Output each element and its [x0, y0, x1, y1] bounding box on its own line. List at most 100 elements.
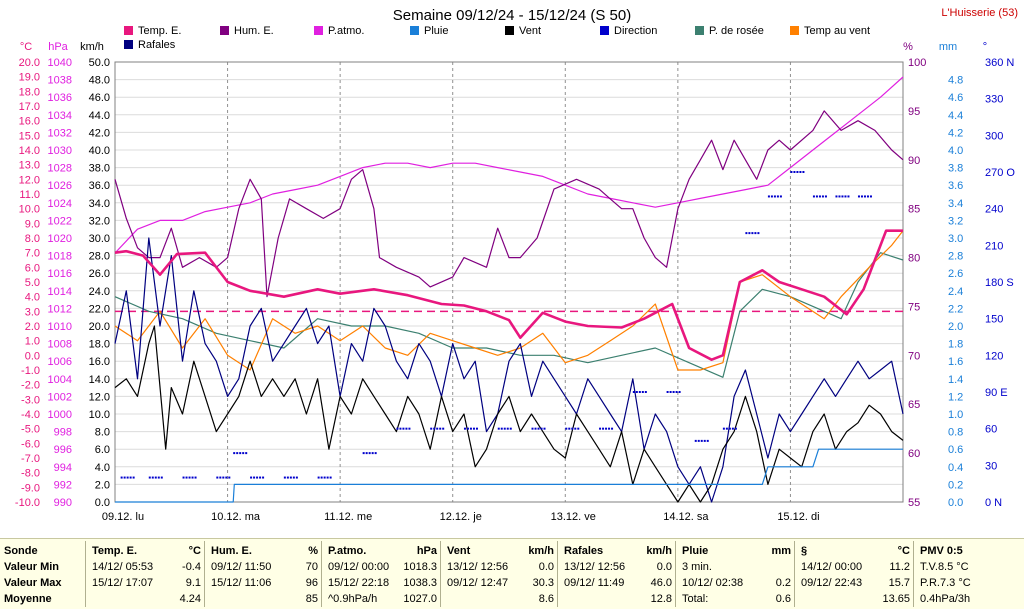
direction-point	[815, 195, 818, 198]
direction-point	[599, 427, 602, 430]
direction-point	[641, 391, 644, 393]
direction-point	[233, 452, 236, 455]
legend-label: Temp au vent	[804, 25, 870, 37]
axis-tick: 120	[985, 350, 1003, 362]
direction-point	[399, 427, 402, 430]
axis-tick: 1.6	[948, 356, 963, 368]
direction-point	[185, 476, 188, 479]
axis-tick: 50.0	[89, 57, 110, 69]
axis-tick: 20.0	[19, 57, 40, 69]
stat-value: 1027.0	[403, 593, 437, 605]
axis-tick: 1034	[48, 110, 72, 122]
direction-point	[543, 427, 546, 430]
axis-tick: 1018	[48, 251, 72, 263]
stat-date: 3 min.	[682, 561, 712, 573]
direction-point	[317, 476, 320, 479]
stat-date: 09/12/ 22:43	[801, 577, 863, 589]
axis-tick: 1000	[48, 409, 72, 421]
axis-tick: 8.0	[25, 233, 40, 245]
axis-tick: -3.0	[21, 394, 40, 406]
axis-tick: 48.0	[89, 75, 110, 87]
direction-point	[734, 427, 737, 430]
direction-point	[239, 452, 242, 455]
direction-point	[571, 427, 574, 430]
axis-tick: 0.4	[948, 462, 963, 474]
axis-tick: 2.8	[948, 251, 963, 263]
direction-point	[194, 476, 197, 479]
axis-tick: 14.0	[19, 145, 40, 157]
axis-tick: 330	[985, 94, 1003, 106]
stat-date: 14/12/ 05:53	[92, 561, 154, 573]
stat-date: 09/12/ 11:50	[211, 561, 272, 573]
axis-tick: 1010	[48, 321, 72, 333]
stat-unit: %	[308, 545, 318, 557]
stat-name: §	[801, 545, 808, 557]
direction-point	[225, 476, 228, 479]
stat-name: P.atmo.	[328, 545, 367, 557]
direction-point	[497, 427, 500, 430]
direction-point	[751, 232, 754, 235]
direction-point	[776, 195, 779, 198]
series-line-temp-e-	[114, 229, 903, 362]
axis-tick: -9.0	[21, 482, 40, 494]
stat-unit: km/h	[528, 545, 554, 557]
axis-tick: 16.0	[89, 356, 110, 368]
direction-point	[644, 391, 647, 393]
series-line-temp-au-vent	[114, 230, 904, 371]
stat-date: ^0.9hPa/h	[328, 593, 378, 605]
axis-tick: 300	[985, 130, 1003, 142]
axis-tick: 4.6	[948, 92, 963, 104]
stat-value: 1038.3	[403, 577, 437, 589]
axis-tick: 17.0	[19, 101, 40, 113]
stat-unit: hPa	[416, 545, 437, 557]
axis-tick: 4.4	[948, 110, 963, 122]
direction-point	[323, 476, 326, 479]
weather-chart: Semaine 09/12/24 - 15/12/24 (S 50) L'Hui…	[15, 7, 1018, 523]
legend-swatch	[695, 26, 704, 35]
direction-point	[500, 427, 503, 430]
direction-point	[863, 195, 866, 198]
direction-point	[824, 195, 827, 198]
direction-point	[160, 476, 163, 479]
stat-value: 4.24	[179, 593, 201, 605]
stat-date: 15/12/ 11:06	[211, 577, 272, 589]
direction-point	[503, 427, 506, 430]
direction-point	[430, 427, 433, 430]
direction-point	[157, 476, 160, 479]
axis-tick: -4.0	[21, 409, 40, 421]
direction-point	[245, 452, 248, 455]
site-label: L'Huisserie (53)	[941, 7, 1018, 19]
direction-point	[326, 476, 329, 479]
direction-point	[534, 427, 537, 430]
stat-unit: km/h	[646, 545, 672, 557]
series-line-vent	[114, 325, 904, 503]
axis-tick: 10.0	[19, 204, 40, 216]
row-label: Valeur Max	[4, 577, 62, 589]
axis-tick: 9.0	[25, 218, 40, 230]
direction-point	[770, 195, 773, 198]
axis-tick: 4.2	[948, 127, 963, 139]
direction-point	[362, 452, 365, 455]
axis-tick: 18.0	[89, 339, 110, 351]
legend-label: Temp. E.	[138, 25, 181, 37]
axis-tick: 150	[985, 314, 1003, 326]
axis-tick: 4.0	[948, 145, 963, 157]
axis-tick: 180 S	[985, 277, 1014, 289]
axis-tick: 2.0	[95, 479, 110, 491]
stats-block: PMV 0:5 T.V.8.5 °C P.R.7.3 °C 0.4hPa/3h	[916, 539, 1024, 609]
direction-point	[779, 195, 782, 198]
direction-point	[371, 452, 374, 455]
axis-tick: 85	[908, 204, 920, 216]
direction-point	[635, 391, 638, 393]
axis-tick: 1032	[48, 127, 72, 139]
direction-point	[216, 476, 219, 479]
direction-point	[236, 452, 239, 455]
axis-tick: 8.0	[95, 427, 110, 439]
axis-tick: 4.0	[95, 462, 110, 474]
direction-point	[703, 439, 706, 442]
stat-value: 1018.3	[403, 561, 437, 573]
legend-label: Pluie	[424, 25, 448, 37]
direction-point	[320, 476, 323, 479]
axis-tick: 15.0	[19, 130, 40, 142]
axis-tick: 0.0	[25, 350, 40, 362]
